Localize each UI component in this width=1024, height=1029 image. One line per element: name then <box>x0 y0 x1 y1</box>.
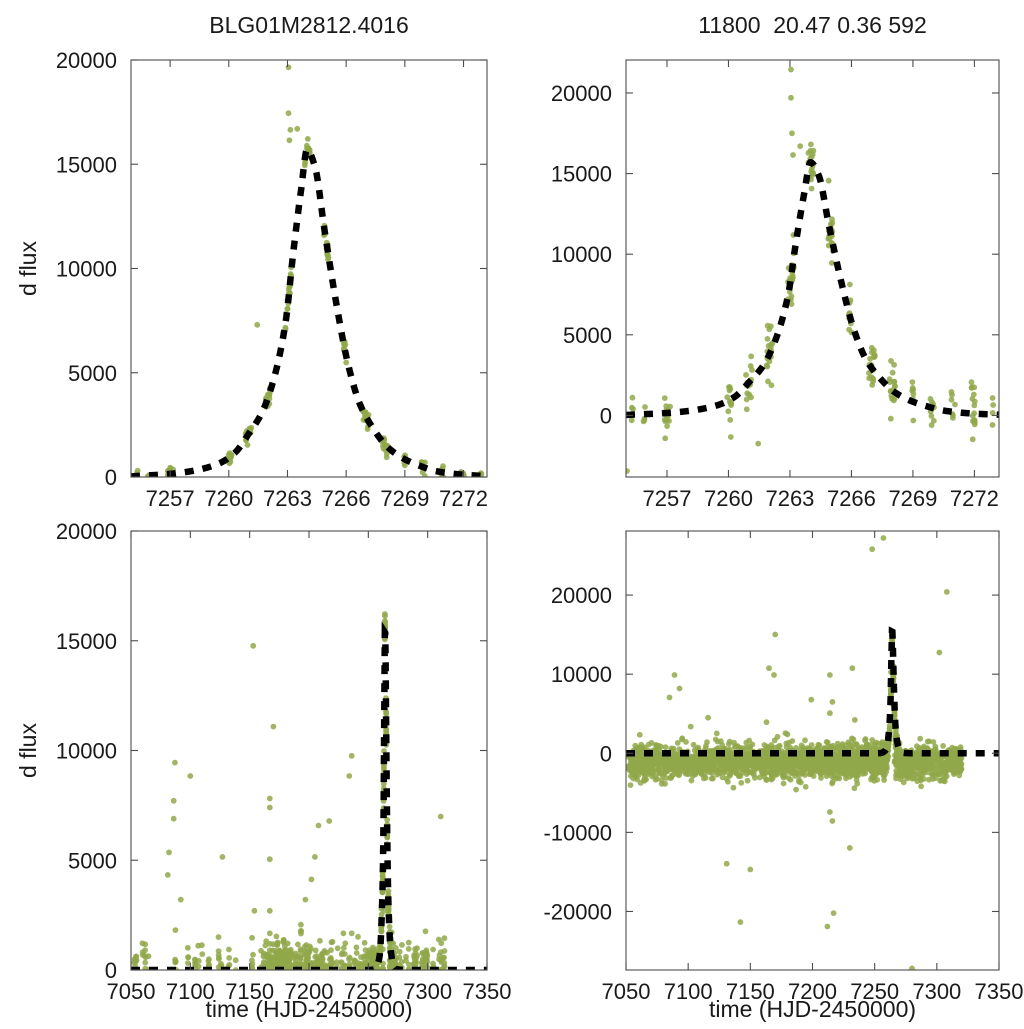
svg-text:20000: 20000 <box>551 81 612 106</box>
svg-text:5000: 5000 <box>68 848 117 873</box>
svg-text:7263: 7263 <box>765 486 814 511</box>
svg-text:7263: 7263 <box>263 486 312 511</box>
svg-text:10000: 10000 <box>551 662 612 687</box>
svg-text:d flux: d flux <box>15 241 41 296</box>
svg-text:-20000: -20000 <box>543 899 612 924</box>
svg-text:7272: 7272 <box>950 486 999 511</box>
svg-text:7350: 7350 <box>463 979 512 1004</box>
svg-text:5000: 5000 <box>563 323 612 348</box>
svg-text:7350: 7350 <box>975 979 1024 1004</box>
svg-text:15000: 15000 <box>551 162 612 187</box>
svg-text:time (HJD-2450000): time (HJD-2450000) <box>709 996 916 1022</box>
svg-text:7269: 7269 <box>380 486 429 511</box>
svg-text:0: 0 <box>600 741 612 766</box>
svg-text:10000: 10000 <box>56 739 117 764</box>
svg-text:20000: 20000 <box>551 583 612 608</box>
svg-text:15000: 15000 <box>56 152 117 177</box>
svg-text:20000: 20000 <box>56 519 117 544</box>
svg-text:0: 0 <box>105 465 117 490</box>
svg-text:d flux: d flux <box>15 723 41 778</box>
svg-text:7050: 7050 <box>602 979 651 1004</box>
svg-text:7100: 7100 <box>664 979 713 1004</box>
svg-text:20000: 20000 <box>56 48 117 73</box>
svg-text:7269: 7269 <box>888 486 937 511</box>
svg-text:10000: 10000 <box>56 257 117 282</box>
svg-text:time (HJD-2450000): time (HJD-2450000) <box>205 996 412 1022</box>
svg-text:0: 0 <box>105 958 117 983</box>
svg-text:5000: 5000 <box>68 361 117 386</box>
svg-text:7260: 7260 <box>704 486 753 511</box>
svg-text:BLG01M2812.4016: BLG01M2812.4016 <box>209 12 409 38</box>
svg-text:10000: 10000 <box>551 242 612 267</box>
svg-text:7257: 7257 <box>146 486 195 511</box>
svg-text:-10000: -10000 <box>543 820 612 845</box>
svg-text:7257: 7257 <box>643 486 692 511</box>
svg-text:7260: 7260 <box>204 486 253 511</box>
svg-text:11800 20.47 0.36 592: 11800 20.47 0.36 592 <box>698 12 927 38</box>
svg-text:0: 0 <box>600 403 612 428</box>
svg-text:7300: 7300 <box>912 979 961 1004</box>
svg-text:7266: 7266 <box>827 486 876 511</box>
svg-text:7266: 7266 <box>322 486 371 511</box>
svg-text:7272: 7272 <box>439 486 488 511</box>
svg-text:15000: 15000 <box>56 629 117 654</box>
